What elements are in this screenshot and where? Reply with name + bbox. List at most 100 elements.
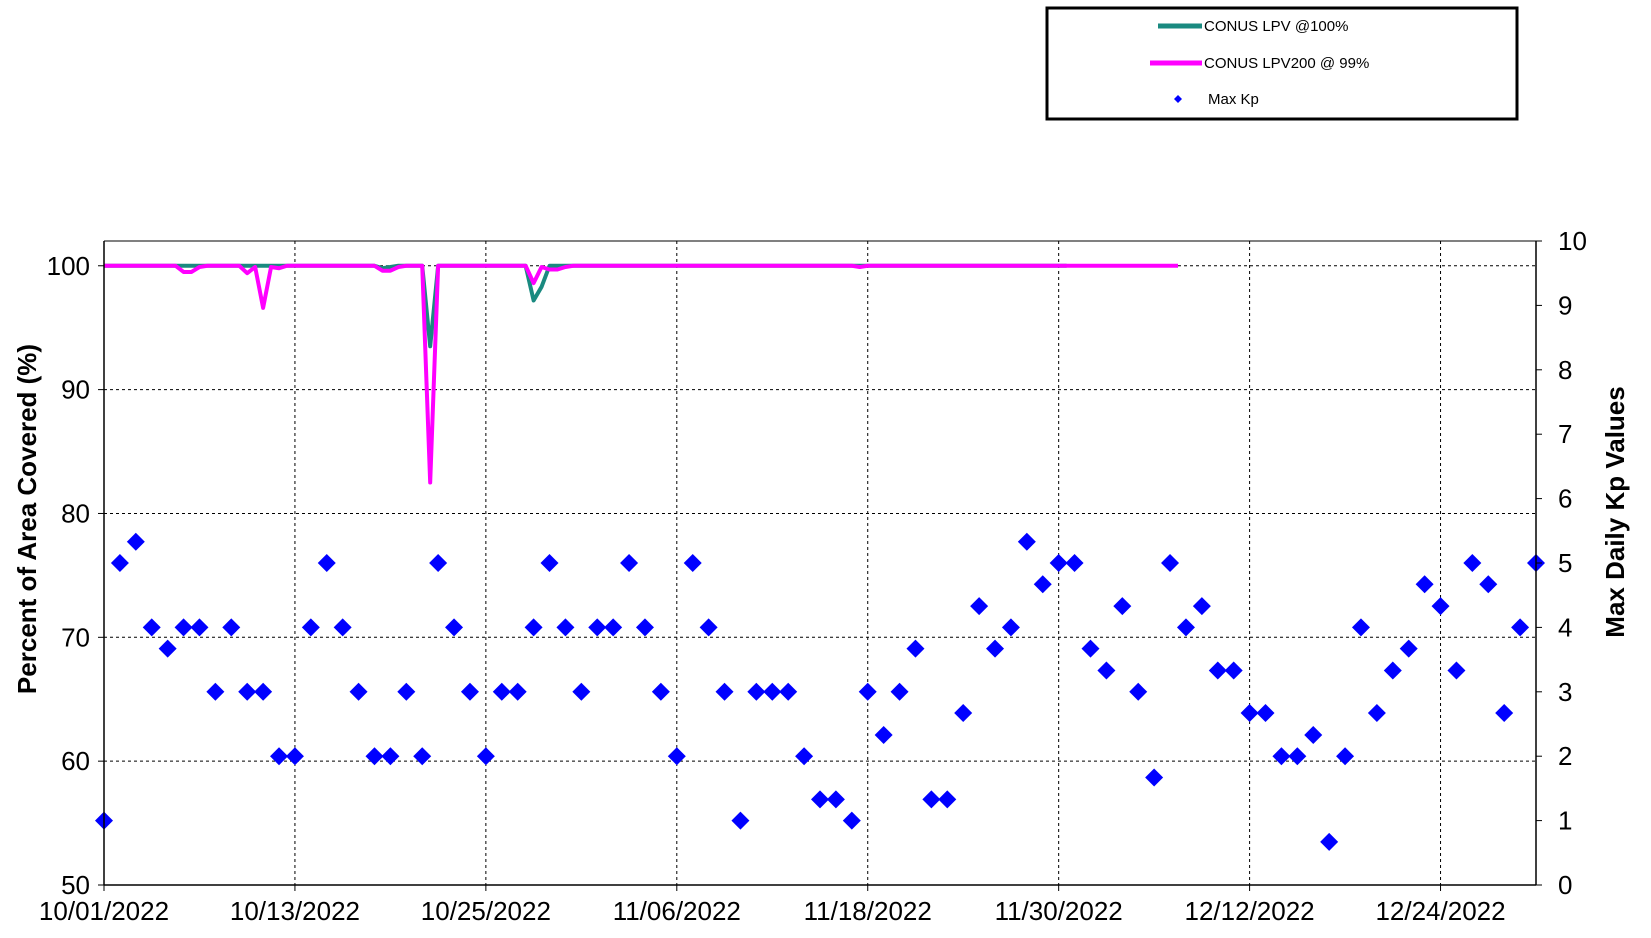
x-tick-label: 10/01/2022	[39, 896, 169, 926]
legend-swatch-kp	[1174, 95, 1182, 103]
kp-point	[1129, 682, 1148, 701]
gridlines	[104, 241, 1536, 885]
y-right-tick-label: 4	[1558, 612, 1572, 642]
legend-label-kp: Max Kp	[1208, 91, 1259, 108]
x-tick-label: 12/12/2022	[1185, 896, 1315, 926]
kp-point	[206, 682, 225, 701]
kp-point	[1097, 661, 1116, 680]
y-right-tick-label: 7	[1558, 419, 1572, 449]
x-tick-label: 10/13/2022	[230, 896, 360, 926]
kp-point	[270, 747, 289, 766]
kp-point	[699, 618, 718, 637]
kp-point	[970, 597, 989, 616]
kp-point	[1256, 704, 1275, 723]
y-right-tick-label: 10	[1558, 226, 1587, 256]
kp-point	[317, 554, 336, 572]
kp-point	[635, 618, 654, 637]
kp-point	[1320, 832, 1339, 851]
kp-point	[365, 747, 384, 766]
kp-point	[460, 682, 479, 701]
y-right-tick-label: 6	[1558, 484, 1572, 514]
y-left-tick-label: 50	[61, 870, 90, 900]
kp-point	[651, 682, 670, 701]
kp-point	[874, 725, 893, 744]
x-tick-label: 11/18/2022	[804, 896, 932, 926]
kp-point	[1272, 747, 1291, 766]
kp-point	[429, 554, 448, 572]
kp-point	[1240, 704, 1259, 723]
kp-point	[1304, 725, 1323, 744]
kp-point	[1033, 575, 1052, 594]
y-right-tick-label: 0	[1558, 870, 1572, 900]
kp-point	[858, 682, 877, 701]
x-tick-label: 11/30/2022	[995, 896, 1123, 926]
kp-point	[1495, 704, 1514, 723]
kp-point	[620, 554, 639, 572]
kp-point	[588, 618, 607, 637]
kp-point	[142, 618, 161, 637]
kp-point	[1383, 661, 1402, 680]
kp-point	[1017, 532, 1036, 551]
kp-point	[158, 639, 177, 658]
y-left-axis-title: Percent of Area Covered (%)	[12, 344, 42, 694]
kp-point	[954, 704, 973, 723]
y-right-tick-label: 2	[1558, 741, 1572, 771]
kp-point	[110, 554, 129, 572]
kp-point	[381, 747, 400, 766]
kp-point	[763, 682, 782, 701]
kp-point	[1351, 618, 1370, 637]
kp-point	[572, 682, 591, 701]
kp-point	[174, 618, 193, 637]
x-tick-label: 11/06/2022	[613, 896, 741, 926]
y-right-tick-label: 5	[1558, 548, 1572, 578]
kp-point	[667, 747, 686, 766]
kp-point	[731, 811, 750, 830]
kp-point	[333, 618, 352, 637]
kp-point	[476, 747, 495, 766]
kp-point	[986, 639, 1005, 658]
kp-point	[1081, 639, 1100, 658]
y-left-tick-label: 60	[61, 746, 90, 776]
kp-point	[1192, 597, 1211, 616]
kp-point	[842, 811, 861, 830]
legend-label-lpv: CONUS LPV @100%	[1204, 18, 1348, 35]
y-right-axis-title: Max Daily Kp Values	[1600, 386, 1630, 637]
kp-point	[1049, 554, 1068, 572]
kp-point	[508, 682, 527, 701]
kp-point	[349, 682, 368, 701]
y-right-tick-label: 1	[1558, 806, 1572, 836]
kp-point	[1113, 597, 1132, 616]
kp-point	[1145, 768, 1164, 787]
y-left-tick-label: 90	[61, 375, 90, 405]
kp-point	[906, 639, 925, 658]
kp-point	[1208, 661, 1227, 680]
kp-point	[1415, 575, 1434, 594]
series-line-lpv	[104, 263, 1067, 349]
kp-point	[1447, 661, 1466, 680]
y-right-tick-label: 8	[1558, 355, 1572, 385]
y-left-tick-label: 70	[61, 622, 90, 652]
kp-point	[1176, 618, 1195, 637]
x-tick-label: 10/25/2022	[421, 896, 551, 926]
kp-point	[540, 554, 559, 572]
y-left-tick-label: 80	[61, 498, 90, 528]
series-line-lpv200	[104, 263, 1178, 485]
y-left-tick-label: 100	[47, 251, 90, 281]
kp-point	[683, 554, 702, 572]
kp-point	[604, 618, 623, 637]
legend-box	[1045, 6, 1519, 121]
kp-point	[301, 618, 320, 637]
kp-point	[922, 790, 941, 809]
kp-point	[779, 682, 798, 701]
kp-point	[285, 747, 304, 766]
kp-point	[190, 618, 209, 637]
x-tick-label: 12/24/2022	[1375, 896, 1505, 926]
kp-point	[795, 747, 814, 766]
kp-point	[1431, 597, 1450, 616]
legend-label-lpv200: CONUS LPV200 @ 99%	[1204, 55, 1369, 72]
kp-point	[1367, 704, 1386, 723]
kp-point	[556, 618, 575, 637]
legend: CONUS LPV @100% CONUS LPV200 @ 99% Max K…	[1045, 6, 1519, 121]
y-right-tick-label: 3	[1558, 677, 1572, 707]
